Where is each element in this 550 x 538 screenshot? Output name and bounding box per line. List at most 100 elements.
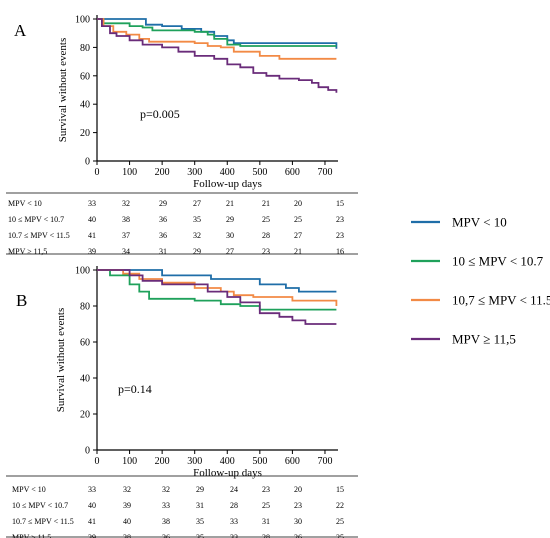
km-curve-3 (97, 269, 338, 306)
risk-cell: 38 (122, 215, 130, 224)
risk-cell: 25 (262, 501, 270, 510)
risk-cell: 31 (262, 517, 270, 526)
risk-cell: 30 (226, 231, 234, 240)
risk-row-label: MPV < 10 (8, 199, 42, 208)
y-axis-label: Survival without events (55, 308, 67, 413)
y-tick-label: 20 (80, 410, 90, 421)
y-axis-label: Survival without events (57, 38, 69, 143)
km-curve-2 (97, 18, 337, 47)
risk-cell: 33 (162, 501, 170, 510)
risk-cell: 20 (294, 199, 302, 208)
risk-cell: 39 (88, 533, 96, 538)
panel-letter: B (16, 291, 27, 310)
km-curve-1 (97, 18, 338, 49)
panel-letter: A (14, 21, 27, 40)
x-tick-label: 200 (155, 167, 170, 178)
risk-cell: 41 (88, 231, 96, 240)
x-tick-label: 100 (122, 167, 137, 178)
x-tick-label: 0 (95, 167, 100, 178)
legend-label: 10 ≤ MPV < 10.7 (452, 254, 544, 269)
risk-cell: 21 (226, 199, 234, 208)
risk-cell: 40 (123, 517, 131, 526)
risk-row-label: MPV < 10 (12, 485, 46, 494)
legend-label: 10,7 ≤ MPV < 11.5 (452, 293, 550, 308)
x-tick-label: 200 (155, 456, 170, 467)
risk-cell: 23 (336, 231, 344, 240)
risk-row-label: 10 ≤ MPV < 10.7 (8, 215, 64, 224)
x-tick-label: 0 (95, 456, 100, 467)
risk-cell: 25 (294, 215, 302, 224)
risk-cell: 25 (336, 533, 344, 538)
risk-row-label: MPV ≥ 11,5 (12, 533, 51, 538)
risk-cell: 41 (88, 517, 96, 526)
risk-cell: 29 (159, 199, 167, 208)
x-tick-label: 100 (122, 456, 137, 467)
risk-cell: 20 (294, 485, 302, 494)
risk-cell: 32 (162, 485, 170, 494)
risk-row-label: 10.7 ≤ MPV < 11.5 (12, 517, 74, 526)
risk-cell: 29 (226, 215, 234, 224)
risk-cell: 29 (196, 485, 204, 494)
risk-cell: 15 (336, 485, 344, 494)
risk-cell: 36 (159, 231, 167, 240)
risk-cell: 40 (88, 501, 96, 510)
risk-cell: 27 (193, 199, 201, 208)
risk-row-label: MPV ≥ 11,5 (8, 247, 47, 256)
risk-cell: 33 (230, 533, 238, 538)
risk-cell: 35 (196, 517, 204, 526)
y-tick-label: 100 (75, 266, 90, 277)
x-tick-label: 600 (285, 456, 300, 467)
y-tick-label: 40 (80, 100, 90, 111)
risk-cell: 27 (294, 231, 302, 240)
km-curve-4 (97, 18, 338, 93)
risk-row-label: 10.7 ≤ MPV < 11.5 (8, 231, 70, 240)
risk-cell: 31 (196, 501, 204, 510)
risk-cell: 35 (193, 215, 201, 224)
risk-cell: 23 (336, 215, 344, 224)
p-value-annotation: p=0.005 (140, 107, 180, 121)
risk-cell: 32 (123, 485, 131, 494)
risk-cell: 27 (226, 247, 234, 256)
y-tick-label: 60 (80, 71, 90, 82)
x-tick-label: 300 (187, 167, 202, 178)
risk-cell: 39 (123, 501, 131, 510)
y-tick-label: 0 (85, 157, 90, 168)
x-tick-label: 500 (252, 167, 267, 178)
y-tick-label: 0 (85, 446, 90, 457)
risk-cell: 29 (193, 247, 201, 256)
x-tick-label: 500 (252, 456, 267, 467)
y-tick-label: 80 (80, 43, 90, 54)
x-axis-label: Follow-up days (193, 467, 262, 479)
risk-cell: 38 (123, 533, 131, 538)
km-curve-1 (97, 269, 337, 293)
risk-cell: 33 (230, 517, 238, 526)
y-tick-label: 40 (80, 374, 90, 385)
x-axis-label: Follow-up days (193, 178, 262, 190)
km-curve-4 (97, 269, 337, 325)
legend: MPV < 10 10 ≤ MPV < 10.7 10,7 ≤ MPV < 11.5… (411, 215, 550, 347)
y-tick-label: 60 (80, 338, 90, 349)
risk-cell: 36 (159, 215, 167, 224)
panel-b: B 0 20 40 60 80 100 0 100 200 300 400 500 600 700 Survi… (6, 266, 358, 538)
x-tick-label: 700 (317, 456, 332, 467)
risk-cell: 34 (122, 247, 130, 256)
risk-cell: 25 (336, 517, 344, 526)
risk-cell: 23 (294, 501, 302, 510)
x-tick-label: 300 (187, 456, 202, 467)
km-curve-3 (97, 18, 337, 60)
x-tick-label: 400 (220, 167, 235, 178)
y-tick-label: 80 (80, 302, 90, 313)
risk-cell: 26 (294, 533, 302, 538)
risk-cell: 23 (262, 247, 270, 256)
risk-cell: 23 (262, 485, 270, 494)
risk-cell: 40 (88, 215, 96, 224)
risk-cell: 33 (88, 199, 96, 208)
risk-cell: 38 (162, 517, 170, 526)
y-tick-label: 20 (80, 128, 90, 139)
p-value-annotation: p=0.14 (118, 382, 152, 396)
risk-cell: 36 (162, 533, 170, 538)
legend-label: MPV ≥ 11,5 (452, 332, 516, 347)
risk-cell: 15 (336, 199, 344, 208)
risk-cell: 31 (159, 247, 167, 256)
x-tick-label: 600 (285, 167, 300, 178)
